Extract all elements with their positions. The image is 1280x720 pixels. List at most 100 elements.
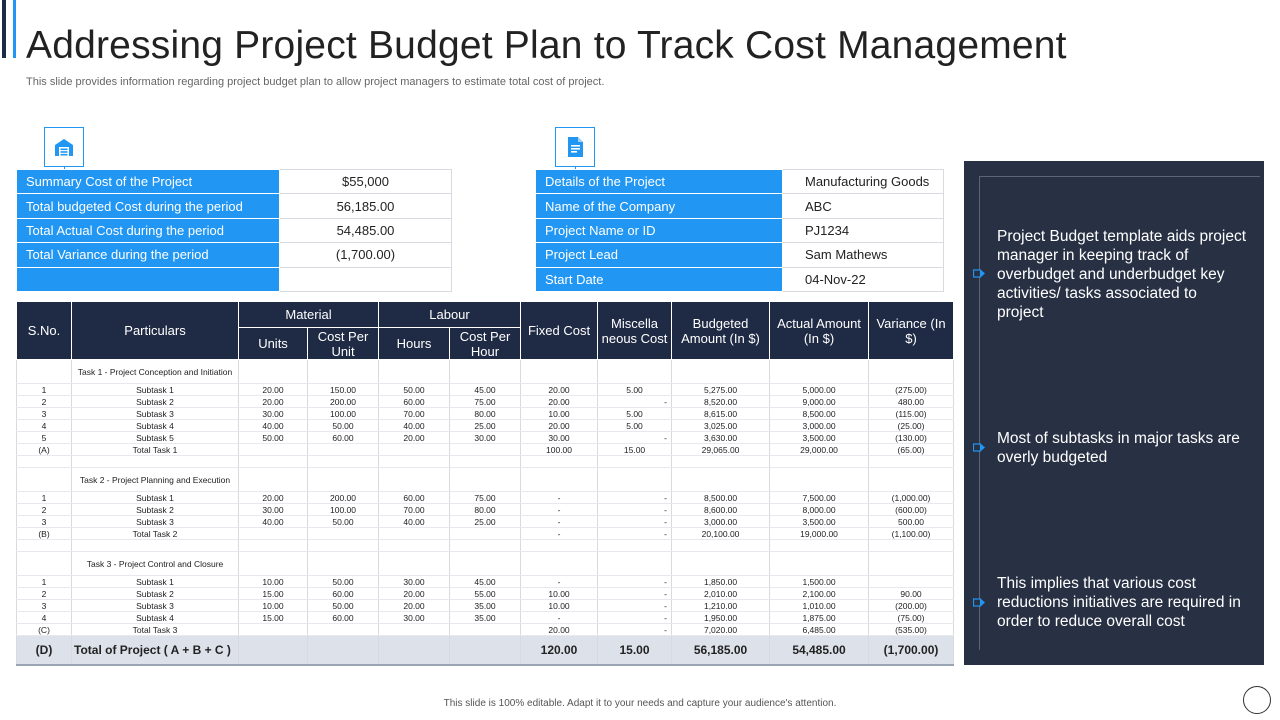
cell-budgeted: 8,500.00 [671,491,771,504]
cell-hours [378,443,450,456]
cell-particulars: Subtask 1 [71,491,239,504]
cell-fixed-cost: 20.00 [520,395,599,408]
cell-actual: 1,500.00 [769,575,870,588]
cell-sno: (C) [16,623,72,636]
cell-empty [238,467,308,492]
cell-hours: 70.00 [378,407,450,420]
cell-empty [307,467,379,492]
cell-particulars: Subtask 4 [71,611,239,624]
cell-sno: 1 [16,491,72,504]
cell-misc-cost: - [597,527,673,540]
cell-empty [378,551,450,576]
cell-particulars: Total Task 3 [71,623,239,636]
cell-empty [16,551,72,576]
cell-empty [520,359,599,384]
cell-cost-per-unit: 50.00 [307,515,379,528]
summary-value: 54,485.00 [279,217,452,244]
task-total-row: (A) Total Task 1 100.00 15.00 29,065.00 29,00… [16,443,955,456]
details-value: PJ1234 [782,217,944,244]
cell-sno: 3 [16,407,72,420]
cell-budgeted: 5,275.00 [671,383,771,396]
cell-actual: 1,875.00 [769,611,870,624]
cell-fixed-cost: - [520,527,599,540]
cell-actual: 19,000.00 [769,527,870,540]
cell-cost-per-unit [307,443,379,456]
cell-variance: (275.00) [868,383,955,396]
cell-sno: 4 [16,419,72,432]
cell-misc-cost: - [597,623,673,636]
cell-empty [307,551,379,576]
header-budgeted: Budgeted Amount (In $) [671,301,771,360]
cell-empty [520,455,599,468]
cell-particulars: Total Task 2 [71,527,239,540]
cell-cost-per-hour: 45.00 [449,383,522,396]
cell-empty [671,455,771,468]
header-cost-per-hour: Cost Per Hour [448,327,522,360]
summary-table: Summary Cost of the Project $55,000 Total … [16,168,452,292]
cell-fixed-cost: 10.00 [520,587,599,600]
cell-empty [378,359,450,384]
cell-misc-cost: - [597,611,673,624]
cell-empty [449,539,522,552]
cell-empty [449,467,522,492]
cell-fixed-cost: - [520,515,599,528]
header-labour: Labour [377,301,522,328]
cell-cost-per-hour [449,635,522,666]
cell-budgeted: 20,100.00 [671,527,771,540]
cell-units: 15.00 [238,611,308,624]
cell-cost-per-hour: 30.00 [449,431,522,444]
details-row: Details of the Project Manufacturing Good… [535,168,944,195]
cell-sno: 2 [16,503,72,516]
cell-empty [769,539,870,552]
subtask-row: 1 Subtask 1 20.00 200.00 60.00 75.00- -8,500.0… [16,491,955,504]
cell-empty [16,467,72,492]
cell-sno: (D) [16,635,72,666]
cell-empty [769,551,870,576]
cell-variance: 500.00 [868,515,955,528]
subtask-row: 1 Subtask 1 20.00 150.00 50.00 45.00 20.00 5.00… [16,383,955,396]
cell-cost-per-unit: 150.00 [307,383,379,396]
cell-empty [868,467,955,492]
details-label: Name of the Company [535,193,783,219]
summary-label: Total budgeted Cost during the period [16,193,280,219]
cell-misc-cost: - [597,575,673,588]
cell-hours: 40.00 [378,419,450,432]
cell-sno: 1 [16,575,72,588]
cell-empty [71,455,239,468]
title-accent-bar [2,0,6,58]
page-title: Addressing Project Budget Plan to Track … [26,24,1067,67]
cell-misc-cost: 15.00 [597,635,673,666]
subtask-row: 3 Subtask 3 10.00 50.00 20.00 35.00 10.00-1,21… [16,599,955,612]
cell-misc-cost: 5.00 [597,419,673,432]
cell-empty [671,467,771,492]
subtask-row: 2 Subtask 2 15.00 60.00 20.00 55.00 10.00-2,01… [16,587,955,600]
cell-cost-per-hour [449,623,522,636]
cell-units: 20.00 [238,383,308,396]
cell-variance: (65.00) [868,443,955,456]
cell-variance: (1,700.00) [868,635,955,666]
cell-cost-per-unit [307,635,379,666]
cell-empty [16,455,72,468]
cell-fixed-cost: - [520,575,599,588]
header-fixed-cost: Fixed Cost [520,301,599,360]
cell-empty [449,455,522,468]
panel-top-rule [979,176,1260,177]
cell-cost-per-hour: 45.00 [449,575,522,588]
cell-misc-cost: - [597,491,673,504]
cell-empty [597,359,673,384]
summary-label: Total Actual Cost during the period [16,217,280,244]
cell-empty [769,359,870,384]
cell-hours: 40.00 [378,515,450,528]
cell-units: 30.00 [238,407,308,420]
cell-budgeted: 7,020.00 [671,623,771,636]
cell-budgeted: 8,615.00 [671,407,771,420]
cell-empty [769,455,870,468]
cell-sno: 1 [16,383,72,396]
cell-actual: 6,485.00 [769,623,870,636]
header-misc-cost: Miscella neous Cost [597,301,673,360]
cell-particulars: Subtask 3 [71,515,239,528]
cell-cost-per-hour: 75.00 [449,491,522,504]
cell-budgeted: 1,950.00 [671,611,771,624]
summary-label: Total Variance during the period [16,242,280,268]
cell-hours: 60.00 [378,395,450,408]
